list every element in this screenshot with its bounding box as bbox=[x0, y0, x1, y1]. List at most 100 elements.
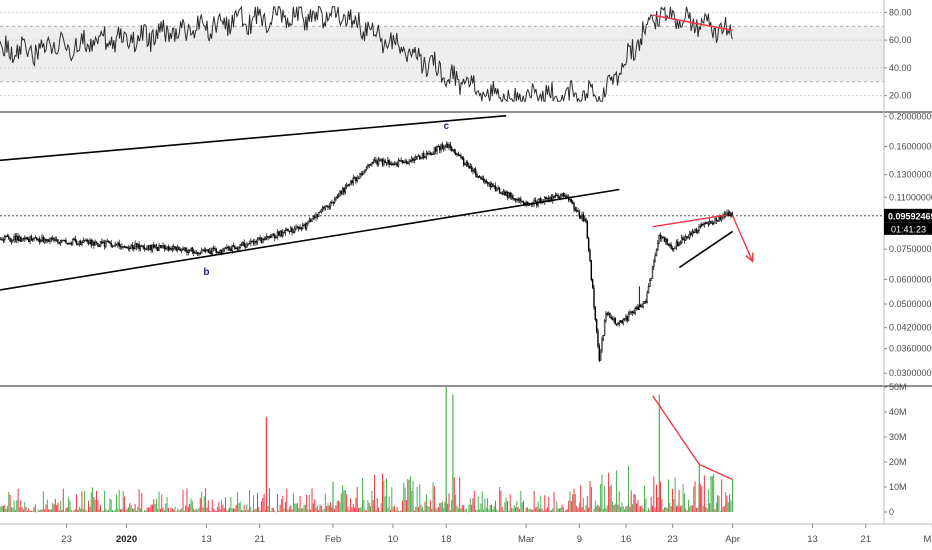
volume-bar-68 bbox=[90, 492, 92, 512]
candle-body-394 bbox=[524, 202, 526, 205]
candle-body-199 bbox=[264, 237, 267, 240]
volume-bar-497 bbox=[661, 499, 663, 512]
candle-body-187 bbox=[248, 242, 251, 245]
volume-bar-190 bbox=[253, 495, 254, 512]
volume-bar-384 bbox=[511, 508, 513, 512]
volume-bar-50 bbox=[66, 507, 68, 512]
candle-body-464 bbox=[617, 323, 619, 325]
volume-bar-259 bbox=[344, 490, 346, 512]
volume-bar-426 bbox=[566, 509, 568, 512]
candle-body-326 bbox=[433, 147, 436, 155]
volume-bar-328 bbox=[436, 508, 438, 512]
candle-body-24 bbox=[32, 238, 34, 241]
volume-bar-89 bbox=[118, 490, 120, 512]
candle-body-12 bbox=[16, 235, 18, 241]
candle-body-454 bbox=[603, 319, 606, 336]
candle-body-115 bbox=[153, 244, 155, 248]
candle-body-462 bbox=[614, 318, 616, 324]
volume-bar-223 bbox=[296, 503, 298, 512]
volume-bar-272 bbox=[362, 477, 364, 512]
volume-bar-371 bbox=[493, 506, 495, 512]
volume-bar-374 bbox=[497, 510, 499, 512]
candle-body-210 bbox=[279, 230, 281, 236]
volume-bar-198 bbox=[263, 493, 265, 512]
candle-body-510 bbox=[678, 244, 680, 247]
volume-bar-101 bbox=[134, 504, 136, 512]
rsi-scale-label-3: 20.00 bbox=[889, 91, 912, 101]
candle-body-387 bbox=[514, 198, 517, 201]
volume-bar-32 bbox=[42, 491, 44, 512]
price-scale[interactable]: 80.00 60.00 40.00 20.00 0.20000000 0.16000000… bbox=[884, 7, 932, 517]
volume-trendline-1 bbox=[699, 463, 733, 481]
candle-body-540 bbox=[718, 216, 720, 222]
volume-bar-164 bbox=[218, 502, 220, 512]
volume-bar-241 bbox=[320, 505, 322, 512]
volume-bar-513 bbox=[682, 483, 684, 512]
volume-bar-411 bbox=[546, 507, 548, 512]
volume-bar-115 bbox=[153, 499, 155, 512]
volume-bar-456 bbox=[606, 505, 608, 512]
volume-bar-189 bbox=[251, 511, 253, 512]
volume-bar-439 bbox=[584, 510, 586, 512]
candle-body-86 bbox=[114, 243, 116, 246]
volume-bar-59 bbox=[78, 506, 80, 512]
candle-body-38 bbox=[50, 238, 53, 240]
rsi-pane[interactable] bbox=[0, 5, 884, 103]
candle-body-273 bbox=[363, 171, 365, 175]
volume-bar-103 bbox=[137, 507, 139, 512]
candle-body-148 bbox=[196, 251, 199, 255]
volume-bar-71 bbox=[94, 499, 96, 512]
volume-bar-539 bbox=[717, 495, 719, 512]
candle-body-423 bbox=[562, 193, 565, 197]
candle-body-379 bbox=[504, 191, 506, 196]
volume-bar-161 bbox=[214, 509, 216, 512]
candle-body-515 bbox=[685, 236, 687, 241]
candle-body-533 bbox=[708, 220, 711, 225]
volume-bar-341 bbox=[453, 477, 455, 512]
volume-bar-147 bbox=[195, 508, 197, 512]
candle-body-100 bbox=[133, 247, 135, 250]
candle-body-43 bbox=[57, 239, 59, 243]
volume-bar-359 bbox=[477, 496, 479, 512]
volume-bar-39 bbox=[52, 502, 54, 512]
candle-body-388 bbox=[516, 198, 518, 201]
candle-body-486 bbox=[646, 292, 648, 303]
volume-bar-436 bbox=[580, 485, 582, 512]
candle-body-224 bbox=[298, 226, 300, 230]
volume-bar-171 bbox=[227, 509, 229, 512]
volume-bar-148 bbox=[197, 509, 199, 512]
candle-body-370 bbox=[492, 183, 494, 187]
volume-bar-128 bbox=[170, 507, 172, 512]
volume-bar-187 bbox=[249, 490, 251, 512]
volume-bar-444 bbox=[590, 487, 592, 512]
volume-bar-165 bbox=[219, 509, 221, 512]
volume-bar-464 bbox=[617, 504, 619, 512]
volume-bar-22 bbox=[29, 510, 31, 512]
volume-bar-104 bbox=[138, 489, 140, 512]
candle-body-108 bbox=[143, 247, 146, 250]
candle-body-256 bbox=[340, 190, 342, 195]
volume-bar-242 bbox=[322, 510, 324, 512]
volume-bar-5 bbox=[6, 506, 8, 512]
volume-bar-235 bbox=[312, 503, 314, 512]
candle-body-319 bbox=[424, 156, 426, 158]
candle-body-22 bbox=[29, 236, 31, 242]
candle-body-488 bbox=[649, 280, 651, 287]
candle-body-39 bbox=[51, 238, 54, 240]
candle-body-229 bbox=[304, 224, 307, 229]
volume-bar-345 bbox=[459, 477, 461, 512]
volume-bar-213 bbox=[283, 508, 285, 512]
time-axis[interactable]: 23 2020 13 21 Feb 10 18 Mar 9 16 23 Apr 13 21 May bbox=[61, 524, 932, 545]
volume-bar-334 bbox=[444, 502, 446, 512]
candle-body-276 bbox=[367, 164, 369, 168]
candle-body-221 bbox=[294, 228, 296, 233]
candle-body-138 bbox=[183, 247, 186, 250]
candle-body-175 bbox=[232, 245, 235, 248]
candle-body-252 bbox=[335, 197, 337, 200]
volume-pane[interactable] bbox=[0, 387, 734, 513]
time-tick-label-7: Mar bbox=[518, 534, 534, 545]
volume-bar-31 bbox=[41, 509, 43, 512]
price-pane[interactable]: bc bbox=[0, 114, 884, 363]
volume-bar-261 bbox=[347, 506, 349, 512]
